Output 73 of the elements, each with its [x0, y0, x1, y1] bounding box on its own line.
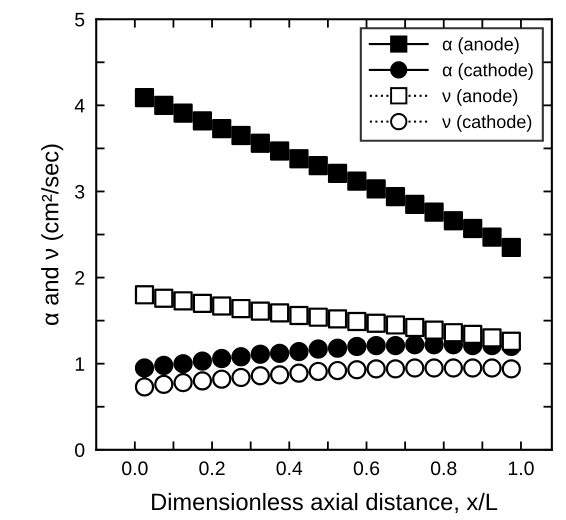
x-axis-title: Dimensionless axial distance, x/L — [152, 492, 498, 514]
point — [270, 344, 290, 363]
point — [444, 323, 464, 342]
point — [328, 309, 348, 329]
point — [366, 179, 386, 198]
x-tick-label: 0.0 — [122, 461, 148, 476]
point — [463, 218, 482, 238]
point — [424, 320, 444, 340]
point — [308, 339, 328, 359]
legend-label: α (anode) — [442, 37, 519, 54]
point — [212, 296, 232, 316]
point — [347, 336, 366, 356]
point — [444, 211, 464, 230]
point — [405, 194, 424, 214]
point — [386, 315, 406, 335]
point — [328, 164, 348, 183]
point — [308, 308, 328, 327]
point — [192, 351, 212, 371]
point — [328, 338, 348, 358]
point — [231, 298, 251, 318]
legend-label: ν (anode) — [442, 89, 518, 106]
point — [212, 348, 232, 368]
x-tick-label: 0.4 — [276, 461, 302, 476]
legend-label: ν (cathode) — [442, 114, 532, 132]
point — [347, 172, 366, 191]
point — [482, 328, 502, 348]
point — [250, 302, 270, 321]
point — [366, 336, 386, 356]
y-tick-label: 0 — [75, 443, 84, 458]
point — [212, 118, 232, 138]
point — [386, 336, 406, 356]
x-tick-label: 0.2 — [199, 461, 225, 476]
point — [270, 141, 290, 161]
point — [192, 111, 212, 130]
point — [502, 238, 521, 258]
point — [366, 314, 386, 333]
point — [250, 134, 270, 153]
point — [405, 335, 424, 354]
x-tick-label: 1.0 — [508, 461, 534, 476]
point — [173, 291, 193, 310]
point — [424, 202, 444, 222]
point — [289, 342, 309, 362]
point — [250, 344, 270, 364]
y-tick-label: 2 — [75, 271, 84, 285]
x-tick-label: 0.6 — [354, 461, 380, 476]
point — [154, 356, 174, 376]
y-tick-label: 1 — [76, 357, 84, 371]
y-tick-label: 4 — [74, 99, 85, 112]
y-tick-label: 5 — [75, 12, 84, 26]
x-tick-label: 0.8 — [430, 461, 456, 476]
point — [192, 294, 212, 314]
point — [231, 126, 251, 146]
point — [134, 285, 154, 304]
point — [289, 306, 309, 326]
point — [154, 288, 174, 308]
y-axis-title: α and ν (cm²/sec) — [41, 144, 64, 325]
point — [463, 324, 482, 344]
point — [134, 358, 154, 378]
point — [502, 332, 521, 351]
point — [386, 187, 406, 206]
point — [347, 312, 366, 332]
point — [289, 149, 309, 168]
point — [134, 88, 154, 108]
point — [482, 227, 502, 247]
point — [173, 354, 193, 374]
point — [405, 318, 424, 338]
point — [154, 96, 174, 115]
point — [308, 156, 328, 176]
point — [231, 347, 251, 366]
point — [173, 103, 193, 123]
y-tick-label: 3 — [75, 184, 84, 199]
legend-label: α (cathode) — [442, 63, 533, 80]
point — [270, 303, 290, 322]
